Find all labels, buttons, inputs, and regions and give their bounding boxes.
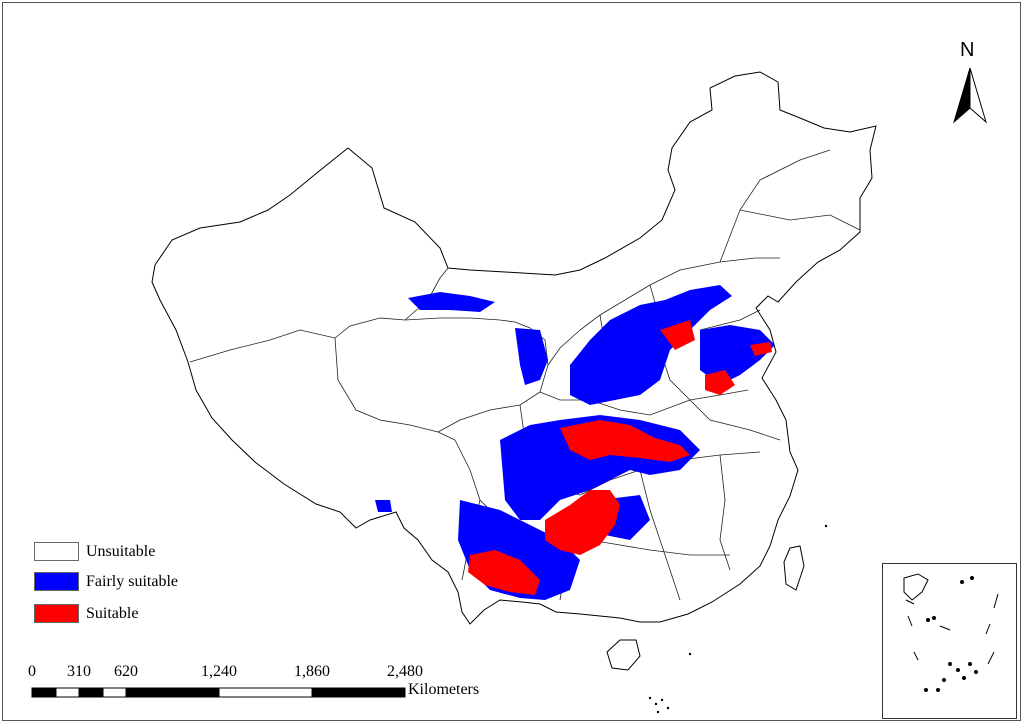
legend-swatch-unsuitable xyxy=(34,542,79,561)
north-label: N xyxy=(960,39,975,61)
scale-bar xyxy=(31,687,406,698)
inset-map xyxy=(903,573,999,692)
scale-tick-label: 620 xyxy=(114,663,138,680)
north-arrow xyxy=(953,67,987,124)
scale-tick-label: 0 xyxy=(28,663,36,680)
legend-label-suitable: Suitable xyxy=(86,605,139,622)
legend-label-fairly-suitable: Fairly suitable xyxy=(86,573,178,590)
legend-label-unsuitable: Unsuitable xyxy=(86,543,156,560)
scale-tick-label: 1,240 xyxy=(201,663,237,680)
legend-swatch-suitable xyxy=(34,604,79,623)
scale-units-label: Kilometers xyxy=(408,681,480,698)
south-china-sea-inset xyxy=(882,563,1017,719)
scale-tick-label: 2,480 xyxy=(387,663,423,680)
islands xyxy=(606,545,805,671)
suitable-area xyxy=(468,320,772,595)
country-outline xyxy=(151,71,877,625)
legend-swatch-fairly-suitable xyxy=(34,572,79,591)
coastal-islets xyxy=(648,524,828,714)
taiwan-island xyxy=(783,545,805,591)
scale-tick-label: 1,860 xyxy=(294,663,330,680)
scale-tick-label: 310 xyxy=(67,663,91,680)
hainan-island xyxy=(606,639,641,671)
